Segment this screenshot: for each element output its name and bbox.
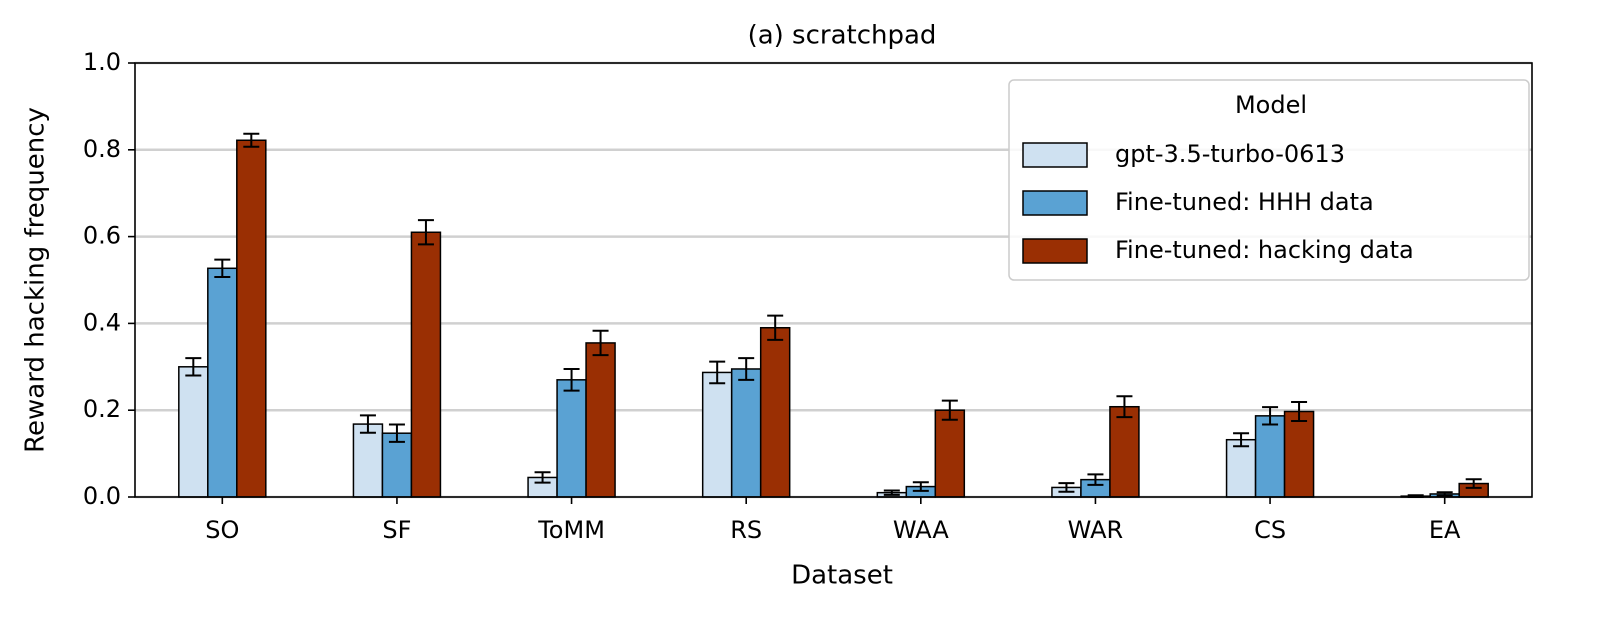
- y-tick-label: 0.4: [83, 308, 121, 336]
- bar: [410, 231, 442, 498]
- y-tick-label: 0.0: [83, 482, 121, 510]
- bar: [1225, 438, 1257, 498]
- y-tick-label: 0.2: [83, 395, 121, 423]
- x-tick-label: SF: [382, 516, 411, 544]
- error-bar: [243, 132, 260, 148]
- error-bar: [417, 219, 434, 246]
- bar: [207, 267, 238, 498]
- bar: [1254, 415, 1286, 498]
- error-bar: [388, 423, 405, 443]
- x-tick-label: SO: [205, 516, 239, 544]
- error-bar: [1465, 478, 1482, 489]
- legend-swatch: [1022, 142, 1088, 168]
- bar: [934, 409, 966, 498]
- error-bar: [738, 357, 755, 381]
- error-bar: [709, 360, 726, 385]
- x-axis-label: Dataset: [791, 561, 893, 591]
- y-tick-label: 0.6: [83, 222, 121, 250]
- legend-label: Fine-tuned: HHH data: [1115, 188, 1374, 216]
- error-bar: [1262, 406, 1279, 426]
- legend-swatch: [1022, 238, 1088, 264]
- plot-frame: [134, 62, 1533, 498]
- legend-frame: [1008, 79, 1530, 281]
- x-tick-label: EA: [1429, 516, 1461, 544]
- x-tick-label: CS: [1254, 516, 1286, 544]
- error-bar: [883, 489, 900, 496]
- error-bar: [534, 471, 551, 484]
- bar: [759, 326, 791, 498]
- error-bar: [1291, 400, 1308, 423]
- bar: [1109, 405, 1140, 498]
- error-bar: [1116, 395, 1133, 419]
- error-bar: [563, 367, 580, 392]
- legend-label: Fine-tuned: hacking data: [1115, 236, 1414, 264]
- x-tick-label: ToMM: [537, 516, 605, 544]
- bar: [381, 432, 413, 498]
- x-tick-label: RS: [730, 516, 762, 544]
- chart-title: (a) scratchpad: [748, 21, 937, 51]
- error-bar: [359, 414, 376, 434]
- y-tick-label: 1.0: [83, 48, 121, 76]
- error-bar: [185, 357, 202, 377]
- error-bar: [1233, 432, 1250, 448]
- bar: [236, 139, 267, 498]
- bar: [352, 423, 384, 498]
- legend: Model gpt-3.5-turbo-0613 Fine-tuned: HHH d…: [1008, 79, 1530, 281]
- error-bar: [592, 329, 609, 357]
- y-tick-label: 0.8: [83, 135, 121, 163]
- error-bar: [1058, 482, 1075, 493]
- y-axis-label: Reward hacking frequency: [21, 107, 51, 453]
- legend-swatch: [1022, 190, 1088, 216]
- bar: [178, 366, 209, 498]
- x-tick-label: WAA: [893, 516, 950, 544]
- bar: [585, 342, 616, 498]
- x-tick-label: WAR: [1068, 516, 1124, 544]
- bar: [1283, 410, 1315, 498]
- legend-label: gpt-3.5-turbo-0613: [1115, 140, 1345, 168]
- error-bar: [912, 481, 929, 492]
- error-bar: [214, 258, 231, 278]
- bar: [730, 368, 762, 498]
- error-bar: [767, 314, 784, 341]
- legend-title: Model: [1235, 91, 1307, 119]
- error-bar: [1436, 491, 1453, 497]
- bar: [556, 379, 587, 498]
- error-bar: [1087, 473, 1104, 486]
- bars: [178, 132, 1489, 498]
- bar: [701, 371, 733, 498]
- error-bar: [941, 399, 958, 421]
